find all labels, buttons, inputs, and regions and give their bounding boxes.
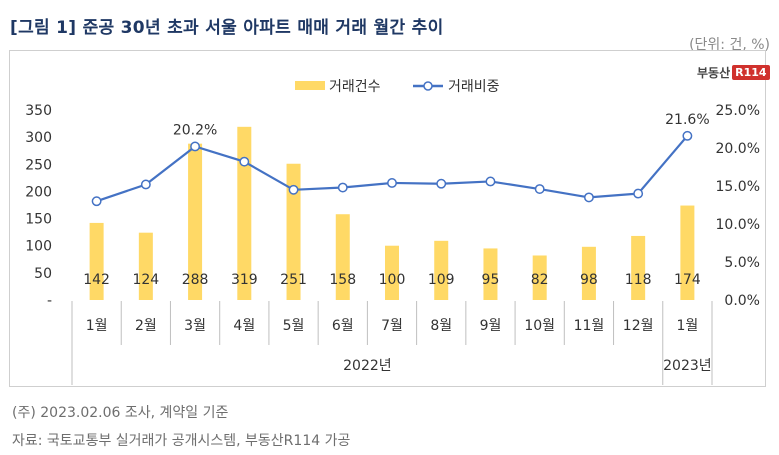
unit-label: (단위: 건, %) [689,37,770,53]
line-point [583,192,594,203]
category-label: 11월 [574,318,605,334]
category-label: 4월 [233,318,255,334]
category-label: 2월 [135,318,157,334]
bar-value-label: 174 [674,272,701,288]
bar [532,255,547,300]
category-label: 12월 [623,318,654,334]
right-axis-tick: 10.0% [716,217,760,233]
line-point [337,182,348,193]
right-axis-tick: 0.0% [724,293,760,309]
bar [286,163,301,300]
bar [335,214,350,300]
category-label: 9월 [480,318,502,334]
source-note: 자료: 국토교통부 실거래가 공개시스템, 부동산R114 가공 [12,433,351,449]
legend-bar-swatch [295,81,325,90]
left-axis-tick: 100 [25,239,52,255]
left-axis-tick: 300 [25,130,52,146]
bar [188,143,203,300]
legend-line-label: 거래비중 [448,79,500,95]
bar-value-label: 118 [625,272,652,288]
line-point [485,176,496,187]
line-value-label: 20.2% [173,122,217,138]
bar [631,235,646,300]
bar [89,222,104,300]
line-point [633,188,644,199]
right-axis-tick: 25.0% [716,103,760,119]
category-label: 3월 [184,318,206,334]
bar [138,232,153,300]
bar-value-label: 124 [132,272,159,288]
bar [385,245,399,300]
category-label: 1월 [676,318,698,334]
bar [483,248,498,300]
bar [680,205,695,300]
date-note: (주) 2023.02.06 조사, 계약일 기준 [12,405,229,421]
right-axis-tick: 20.0% [716,141,760,157]
left-axis-tick: 50 [34,266,52,282]
left-axis-tick: 200 [25,184,52,200]
year-group-label: 2023년 [663,358,712,374]
bar-value-label: 100 [379,272,406,288]
line-point [239,156,250,167]
line-point [190,141,201,152]
line-point [682,130,693,141]
line-value-label: 21.6% [665,112,709,128]
line-point [140,179,151,190]
category-label: 6월 [332,318,354,334]
bar-value-label: 158 [329,272,356,288]
category-label: 1월 [86,318,108,334]
chart-area: 거래건수 거래비중 - 50 100 150 200 250 300 350 0.0% 5.0% 10.… [9,50,766,387]
category-label: 7월 [381,318,403,334]
bar-value-label: 251 [280,272,307,288]
year-group-label: 2022년 [343,358,392,374]
category-label: 5월 [283,318,305,334]
brand-logo-text: 부동산 [697,66,731,80]
left-axis-tick: 350 [25,103,52,119]
bar-value-label: 319 [231,272,258,288]
bar [434,240,449,300]
bar-value-label: 82 [531,272,549,288]
left-axis-tick: 250 [25,157,52,173]
line-point [387,178,397,188]
brand-logo-badge: R114 [732,65,770,80]
brand-logo: 부동산 R114 [697,64,770,81]
bar-value-label: 95 [482,272,500,288]
bar [581,246,596,300]
bar-value-label: 98 [580,272,598,288]
line-point [288,184,299,195]
line-point [436,178,447,189]
right-axis-tick: 5.0% [724,255,760,271]
bar [237,126,252,300]
legend-bar-label: 거래건수 [329,79,381,95]
line-point [91,196,102,207]
left-axis-tick: 150 [25,212,52,228]
category-label: 8월 [430,318,452,334]
bar-value-label: 109 [428,272,455,288]
chart-title: [그림 1] 준공 30년 초과 서울 아파트 매매 거래 월간 추이 [10,18,444,38]
legend-line-marker [423,81,433,91]
left-axis-tick: - [47,293,52,309]
bar-value-label: 142 [83,272,110,288]
line-point [534,184,545,194]
bar-value-label: 288 [182,272,209,288]
category-label: 10월 [524,318,555,334]
line-series [96,135,689,203]
right-axis-tick: 15.0% [716,179,760,195]
chart-canvas: 거래건수 거래비중 - 50 100 150 200 250 300 350 0.0% 5.0% 10.… [25,79,760,385]
